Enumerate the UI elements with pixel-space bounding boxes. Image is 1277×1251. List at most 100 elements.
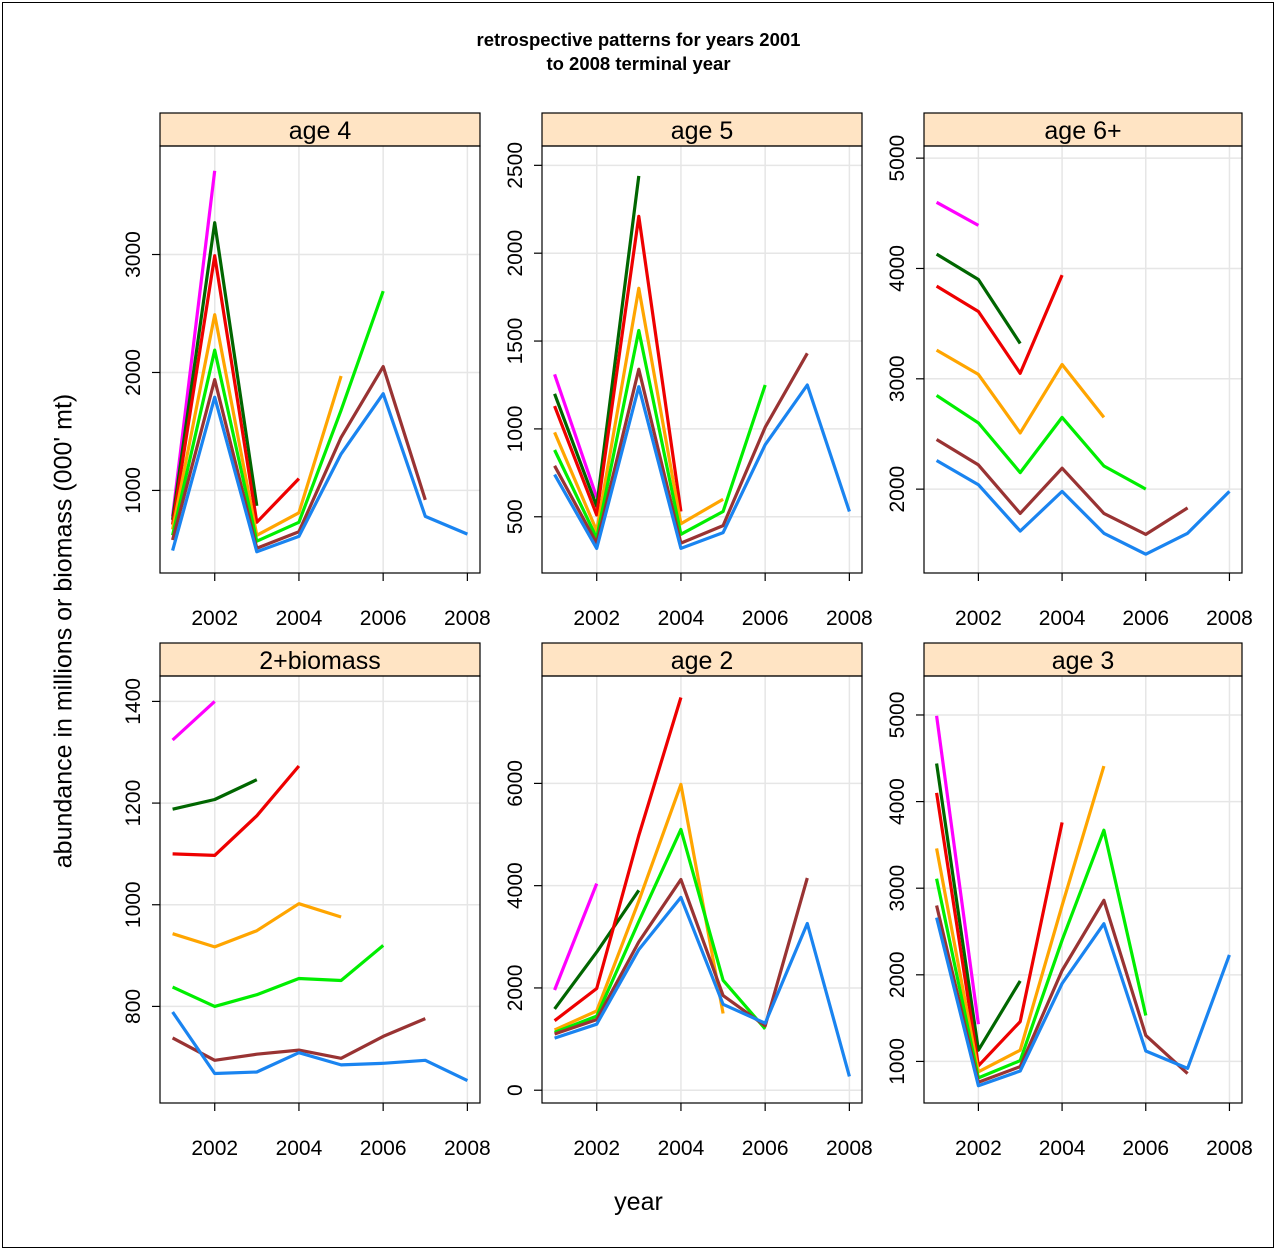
x-tick-label: 2004 xyxy=(276,1137,323,1160)
y-tick-label: 500 xyxy=(504,499,527,534)
panel-frame xyxy=(541,145,863,574)
panel-frame xyxy=(541,675,863,1104)
x-tick-label: 2002 xyxy=(955,607,1002,630)
series-line-2002 xyxy=(171,700,216,742)
x-tick-label: 2006 xyxy=(742,607,789,630)
y-tick-label: 3000 xyxy=(886,865,909,912)
series-line-2005 xyxy=(172,902,342,949)
series-line-2007 xyxy=(171,1017,426,1062)
y-tick-label: 4000 xyxy=(886,778,909,825)
series-line-2008 xyxy=(171,392,469,554)
series-line-2004 xyxy=(935,792,1064,1068)
series-line-2003 xyxy=(935,763,1022,1052)
panel-strip-label: age 3 xyxy=(1052,647,1115,675)
series-line-2006 xyxy=(553,328,767,540)
series-line-2008 xyxy=(554,895,851,1077)
y-tick-label: 3000 xyxy=(886,355,909,402)
x-tick-label: 2006 xyxy=(1122,607,1169,630)
y-tick-label: 800 xyxy=(122,989,145,1024)
panel-strip xyxy=(923,642,1243,677)
panel-strip xyxy=(541,642,863,677)
y-tick-label: 5000 xyxy=(886,135,909,182)
panel-strip-label: 2+biomass xyxy=(259,647,381,675)
series-line-2003 xyxy=(553,889,641,1010)
series-line-2005 xyxy=(553,286,724,533)
chart-title: retrospective patterns for years 2001 to… xyxy=(476,29,801,74)
x-tick-label: 2002 xyxy=(573,1137,620,1160)
series-line-2004 xyxy=(553,214,683,517)
y-tick-label: 4000 xyxy=(504,862,527,909)
panel-age-3: age 3 2002 2004 2006 2008 1000 2000 3000 4000 500… xyxy=(886,642,1253,1160)
y-tick-label: 1000 xyxy=(122,467,145,514)
series-line-2003 xyxy=(935,252,1022,345)
series-line-2002 xyxy=(935,200,980,227)
x-tick-label: 2008 xyxy=(444,607,491,630)
panel-age-5: age 5 2002 2004 2006 2008 500 1000 1500 2000 2500 xyxy=(504,112,873,630)
panel-age-4: age 4 2002 2004 2006 2008 1000 2000 3000 xyxy=(122,112,491,630)
panel-frame xyxy=(159,675,481,1104)
x-tick-label: 2004 xyxy=(658,607,705,630)
x-tick-label: 2008 xyxy=(1206,607,1253,630)
x-axis-label: year xyxy=(614,1188,663,1216)
y-tick-label: 2000 xyxy=(122,349,145,396)
y-tick-label: 2000 xyxy=(886,951,909,998)
series-line-2008 xyxy=(553,383,851,551)
panel-age-2: age 2 2002 2004 2006 2008 0 2000 4000 6000 xyxy=(504,642,873,1160)
y-tick-label: 2000 xyxy=(886,466,909,513)
panel-strip-label: age 5 xyxy=(671,117,734,145)
x-tick-label: 2004 xyxy=(1039,607,1086,630)
panel-strip xyxy=(541,112,863,147)
panel-frame xyxy=(923,675,1243,1104)
series-line-2002 xyxy=(935,715,980,1025)
panel-2-biomass: 2+biomass 2002 2004 2006 2008 800 1000 1200 1400 xyxy=(122,642,491,1160)
x-tick-label: 2006 xyxy=(742,1137,789,1160)
series-line-2004 xyxy=(935,274,1064,375)
x-tick-label: 2002 xyxy=(573,607,620,630)
y-tick-label: 1000 xyxy=(504,406,527,453)
x-tick-label: 2002 xyxy=(955,1137,1002,1160)
series-line-2004 xyxy=(553,697,683,1022)
x-tick-label: 2006 xyxy=(360,1137,407,1160)
y-tick-label: 1000 xyxy=(122,881,145,928)
series-line-2008 xyxy=(935,459,1231,556)
panel-strip xyxy=(159,642,481,677)
x-tick-label: 2002 xyxy=(191,607,238,630)
y-tick-label: 2000 xyxy=(504,965,527,1012)
x-tick-label: 2006 xyxy=(360,607,407,630)
x-tick-label: 2004 xyxy=(1039,1137,1086,1160)
x-tick-label: 2004 xyxy=(276,607,323,630)
y-tick-label: 4000 xyxy=(886,245,909,292)
y-tick-label: 6000 xyxy=(504,760,527,807)
y-tick-label: 1000 xyxy=(886,1038,909,1085)
series-line-2004 xyxy=(171,254,301,525)
series-line-2002 xyxy=(553,373,599,498)
panel-strip-label: age 4 xyxy=(289,117,352,145)
y-tick-label: 1400 xyxy=(122,678,145,725)
x-tick-label: 2008 xyxy=(444,1137,491,1160)
panel-strip-label: age 2 xyxy=(671,647,734,675)
panel-strip-label: age 6+ xyxy=(1044,117,1121,145)
series-line-2005 xyxy=(935,765,1106,1074)
x-tick-label: 2008 xyxy=(826,607,873,630)
series-line-2006 xyxy=(554,827,767,1034)
panel-frame xyxy=(923,145,1243,574)
y-tick-label: 2000 xyxy=(504,230,527,277)
series-line-2006 xyxy=(935,828,1148,1080)
y-tick-label: 3000 xyxy=(122,231,145,278)
x-tick-label: 2008 xyxy=(826,1137,873,1160)
series-line-2006 xyxy=(935,394,1147,491)
series-line-2002 xyxy=(553,883,599,991)
series-line-2006 xyxy=(171,290,385,543)
y-tick-label: 2500 xyxy=(504,142,527,189)
y-tick-label: 1200 xyxy=(122,780,145,827)
series-line-2003 xyxy=(171,221,259,521)
x-tick-label: 2002 xyxy=(191,1137,238,1160)
y-tick-label: 0 xyxy=(504,1084,527,1096)
x-tick-label: 2008 xyxy=(1206,1137,1253,1160)
series-line-2005 xyxy=(553,782,725,1032)
series-line-2008 xyxy=(171,1011,469,1083)
panel-age-6-: age 6+ 2002 2004 2006 2008 2000 3000 4000 5000 xyxy=(886,112,1253,630)
series-line-2002 xyxy=(171,170,217,517)
